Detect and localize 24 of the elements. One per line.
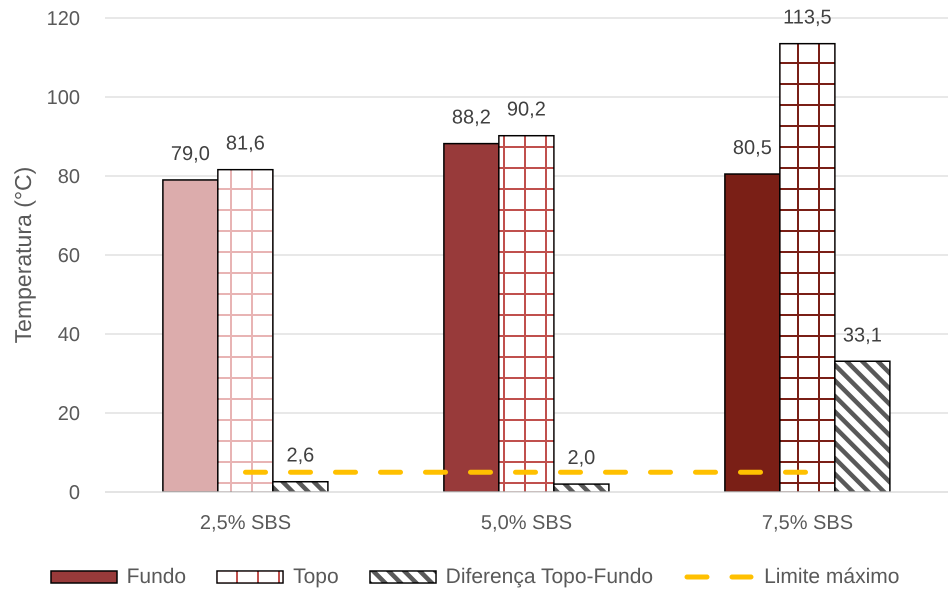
data-label: 2,6 — [286, 444, 314, 467]
y-axis-title: Temperatura (°C) — [10, 166, 36, 344]
y-tick-label: 20 — [58, 403, 80, 426]
data-label: 81,6 — [226, 132, 265, 155]
legend-label: Limite máximo — [764, 565, 900, 589]
data-label: 79,0 — [170, 142, 210, 165]
x-tick-label: 7,5% SBS — [762, 512, 854, 534]
x-tick-label: 5,0% SBS — [480, 512, 572, 534]
legend-label: Topo — [293, 565, 339, 589]
y-tick-label: 120 — [46, 8, 80, 30]
y-tick-label: 60 — [58, 245, 80, 268]
data-label: 113,5 — [783, 6, 832, 29]
data-label: 2,0 — [567, 447, 596, 470]
y-tick-label: 100 — [46, 87, 80, 110]
data-label: 80,5 — [732, 137, 772, 160]
y-tick-label: 40 — [58, 324, 80, 346]
y-tick-label: 0 — [68, 482, 80, 504]
legend-label: Diferença Topo-Fundo — [446, 565, 654, 589]
data-label: 88,2 — [452, 106, 491, 129]
x-tick-label: 2,5% SBS — [200, 512, 292, 534]
legend-label: Fundo — [126, 565, 186, 589]
data-label: 33,1 — [842, 324, 882, 346]
data-label: 90,2 — [506, 98, 546, 121]
y-tick-label: 80 — [58, 166, 80, 188]
